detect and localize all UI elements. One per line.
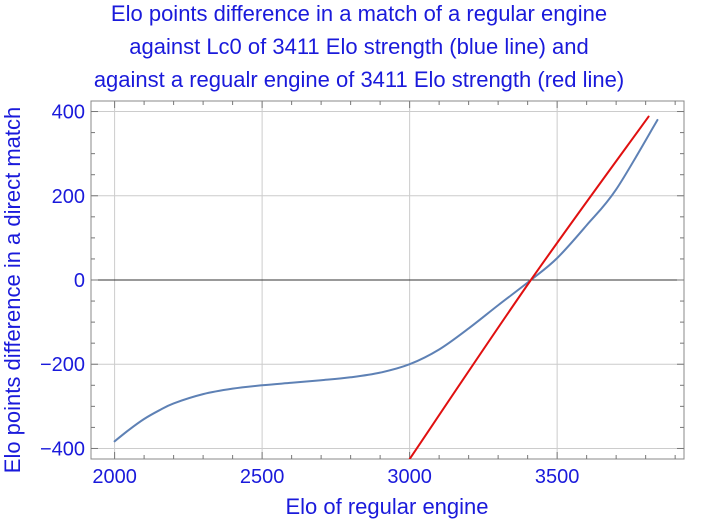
x-axis-title: Elo of regular engine <box>285 494 488 519</box>
blue-line-series <box>113 118 659 443</box>
ticks-layer <box>91 101 684 459</box>
y-axis-title: Elo points difference in a direct match <box>0 107 25 473</box>
chart-title-line-1: Elo points difference in a match of a re… <box>110 1 608 26</box>
x-tick-label-2000: 2000 <box>92 466 137 488</box>
grid-layer <box>91 101 684 459</box>
series-layer <box>113 115 659 459</box>
chart-title-line-3: against a regualr engine of 3411 Elo str… <box>93 67 625 92</box>
x-tick-label-2500: 2500 <box>240 466 285 488</box>
tick-labels-layer: 2000 2500 3000 3500 −400 −200 0 200 400 <box>40 102 579 488</box>
y-tick-label-2: 0 <box>74 270 85 292</box>
red-line-series <box>408 115 650 459</box>
x-tick-label-3000: 3000 <box>387 466 432 488</box>
y-tick-label-3: 200 <box>52 186 85 208</box>
chart-title-line-2: against Lc0 of 3411 Elo strength (blue l… <box>129 34 589 59</box>
y-tick-label-4: 400 <box>52 102 85 124</box>
y-tick-label-0: −400 <box>40 438 85 460</box>
x-tick-label-3500: 3500 <box>535 466 580 488</box>
y-tick-label-1: −200 <box>40 354 85 376</box>
